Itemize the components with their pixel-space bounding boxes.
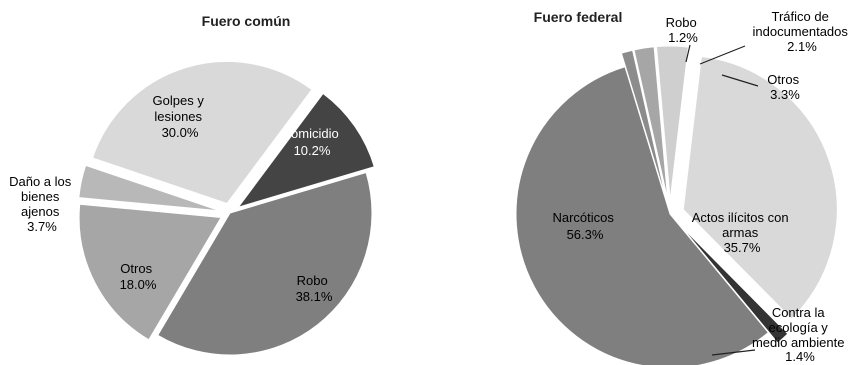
label-robo-comun-value: 38.1% — [296, 289, 333, 304]
federal-slice-otros — [655, 45, 689, 201]
label-otros-comun: Otros 18.0% — [120, 261, 157, 292]
label-dano: Daño a los bienes ajenos 3.7% — [9, 174, 75, 234]
label-otros-federal-value: 3.3% — [770, 87, 800, 102]
label-dano-name-1: Daño a los — [9, 174, 72, 189]
federal-slice-robo — [620, 49, 667, 201]
chart-title-fuero-comun: Fuero común — [202, 13, 291, 29]
label-otros-comun-value: 18.0% — [120, 277, 157, 292]
label-robo-comun: Robo 38.1% — [296, 273, 333, 304]
label-ecologia: Contra la ecología y medio ambiente 1.4% — [752, 305, 848, 364]
label-robo-comun-name: Robo — [297, 273, 328, 288]
label-ecologia-name-2: ecología y — [769, 320, 829, 335]
federal-slice-contra-la-ecologia-y-medio-ambiente — [679, 224, 789, 344]
label-golpes-name-1: Golpes y — [153, 93, 205, 108]
comun-slice-dano-a-los-bienes-ajenos — [78, 164, 221, 212]
label-golpes-name-2: lesiones — [154, 109, 202, 124]
label-dano-value: 3.7% — [27, 219, 57, 234]
leader-robo-federal — [685, 44, 691, 63]
comun-slice-golpes-y-lesiones — [91, 60, 313, 205]
comun-slice-homicidio — [236, 92, 375, 209]
label-trafico-value: 2.1% — [787, 39, 817, 54]
label-armas-value: 35.7% — [724, 240, 761, 255]
federal-slice-narcoticos — [515, 66, 770, 365]
comun-slice-robo — [157, 171, 373, 356]
label-narcoticos: Narcóticos 56.3% — [552, 210, 617, 242]
label-armas-name-2: armas — [722, 225, 759, 240]
label-otros-federal-name: Otros — [767, 72, 799, 87]
leader-ecologia — [711, 349, 756, 356]
pie-fuero-federal — [515, 45, 838, 365]
label-ecologia-value: 1.4% — [785, 349, 815, 364]
label-armas-name-1: Actos ilícitos con — [692, 210, 789, 225]
pie-fuero-comun — [78, 60, 375, 356]
label-robo-federal: Robo 1.2% — [666, 15, 701, 45]
leader-trafico — [699, 45, 746, 65]
label-narcoticos-value: 56.3% — [567, 227, 604, 242]
label-homicidio-name: Homicidio — [282, 126, 339, 141]
label-dano-name-3: ajenos — [21, 204, 60, 219]
label-robo-federal-name: Robo — [666, 15, 697, 30]
label-ecologia-name-3: medio ambiente — [752, 335, 845, 350]
label-homicidio-value: 10.2% — [294, 143, 331, 158]
comun-slice-otros — [78, 203, 222, 341]
federal-slice-trafico-de-indocumentados — [633, 46, 669, 201]
federal-slice-actos-ilicitos-con-armas — [682, 55, 838, 320]
label-narcoticos-name: Narcóticos — [552, 210, 614, 225]
leader-otros-federal — [721, 74, 759, 87]
label-ecologia-name-1: Contra la — [772, 305, 826, 320]
chart-title-fuero-federal: Fuero federal — [534, 9, 623, 25]
label-dano-name-2: bienes — [21, 189, 60, 204]
label-otros-comun-name: Otros — [120, 261, 152, 276]
label-armas: Actos ilícitos con armas 35.7% — [692, 210, 792, 255]
label-trafico-name-2: indocumentados — [752, 24, 848, 39]
label-trafico-name-1: Tráfico de — [772, 9, 829, 24]
label-robo-federal-value: 1.2% — [668, 30, 698, 45]
label-homicidio: Homicidio 10.2% — [282, 126, 343, 158]
label-trafico: Tráfico de indocumentados 2.1% — [752, 9, 851, 54]
label-otros-federal: Otros 3.3% — [767, 72, 802, 102]
label-golpes: Golpes y lesiones 30.0% — [153, 93, 208, 140]
label-golpes-value: 30.0% — [162, 125, 199, 140]
